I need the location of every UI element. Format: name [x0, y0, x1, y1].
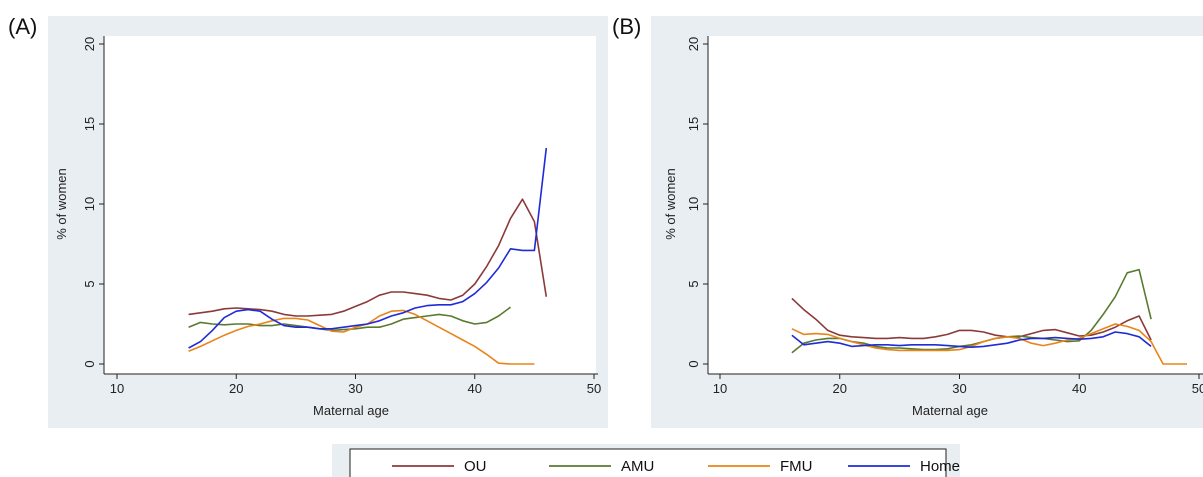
panel-a-y-axis-title: % of women — [54, 168, 69, 240]
panel-a-series-home-line — [188, 147, 548, 349]
panel-a-y-tick-label: 15 — [82, 117, 97, 131]
panel-a-marks: 10 20 30 40 50 0 5 10 15 20 — [82, 36, 601, 396]
panel-b-label: (B) — [612, 14, 641, 39]
panel-b-x-tick-label: 30 — [952, 381, 966, 396]
panel-b-x-tick-label: 20 — [833, 381, 847, 396]
panel-a-y-tick-label: 0 — [82, 360, 97, 367]
legend-label-home: Home — [920, 458, 960, 475]
panel-a-y-tick-label: 10 — [82, 197, 97, 211]
panel-a-x-tick-label: 30 — [348, 381, 362, 396]
panel-b-y-tick-label: 15 — [686, 117, 701, 131]
legend-label-amu: AMU — [621, 458, 654, 475]
panel-a-y-tick-label: 5 — [82, 280, 97, 287]
legend-items: OU AMU FMU Home — [392, 458, 960, 475]
panel-a-x-axis-title: Maternal age — [313, 403, 389, 418]
legend-box — [349, 448, 947, 477]
panel-a-plot-area — [104, 36, 596, 374]
legend-label-fmu: FMU — [780, 458, 813, 475]
panel-a-x-tick-label: 10 — [110, 381, 124, 396]
panel-b-marks: 10 20 30 40 50 0 5 10 15 20 — [686, 36, 1203, 396]
legend-label-ou: OU — [464, 458, 487, 475]
panel-b-x-tick-label: 40 — [1072, 381, 1086, 396]
panel-b-x-axis-title: Maternal age — [912, 403, 988, 418]
panel-b-y-tick-label: 5 — [686, 280, 701, 287]
panel-b-x-tick-label: 50 — [1192, 381, 1203, 396]
panel-b-x-tick-label: 10 — [713, 381, 727, 396]
legend: OU AMU FMU Home — [332, 444, 960, 477]
panel-b-y-tick-label: 20 — [686, 37, 701, 51]
panel-a: (A) 10 20 30 40 50 0 5 10 15 20 Maternal age % of… — [8, 14, 608, 428]
panel-b-series-home-line — [791, 331, 1152, 349]
panel-b-y-axis-title: % of women — [663, 168, 678, 240]
panel-a-x-tick-label: 20 — [229, 381, 243, 396]
panel-b-y-tick-label: 10 — [686, 197, 701, 211]
panel-b-series-ou-line — [791, 297, 1152, 341]
panel-a-y-tick-label: 20 — [82, 37, 97, 51]
panel-b: (B) 10 20 30 40 50 0 5 10 15 20 Maternal age % of… — [612, 14, 1203, 428]
panel-b-y-tick-label: 0 — [686, 360, 701, 367]
panel-a-label: (A) — [8, 14, 37, 39]
panel-b-series-fmu-line — [791, 323, 1187, 365]
panel-a-x-tick-label: 50 — [587, 381, 601, 396]
panel-a-x-tick-label: 40 — [468, 381, 482, 396]
panel-a-series-ou-line — [188, 198, 548, 317]
panel-b-plot-area — [708, 36, 1203, 374]
